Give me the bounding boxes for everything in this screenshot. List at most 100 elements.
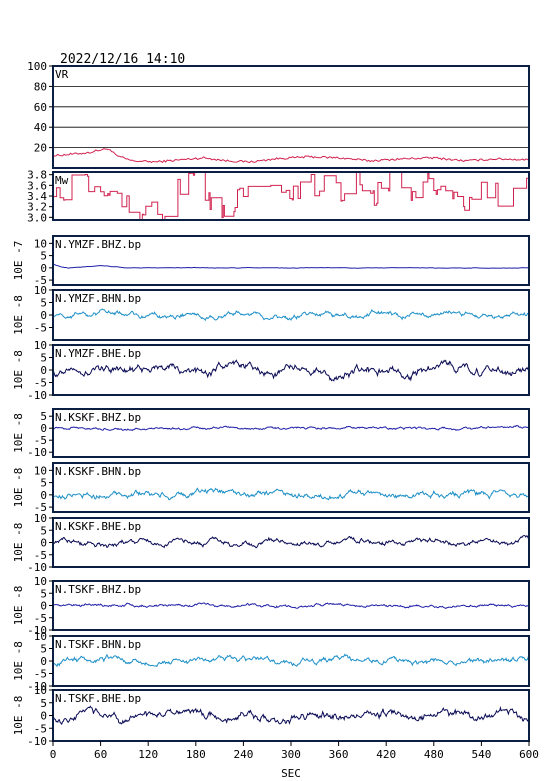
- trace-line: [53, 148, 529, 164]
- panel-frame: [52, 408, 530, 458]
- channel-label: N.YMZF.BHZ.bp: [55, 238, 141, 251]
- figure-title: 2022/12/16 14:10: [60, 52, 185, 67]
- trace-line: [53, 359, 529, 382]
- y-tick-label: 5: [40, 410, 47, 423]
- y-tick-label: 5: [40, 297, 47, 310]
- y-tick-label: 10: [34, 339, 47, 352]
- y-tick-label: -5: [34, 549, 47, 562]
- panel-frame: [52, 462, 530, 513]
- y-tick-label: 0: [40, 309, 47, 322]
- channel-label: N.KSKF.BHE.bp: [55, 520, 141, 533]
- y-tick-label: -5: [34, 322, 47, 335]
- y-tick-label: 5: [40, 643, 47, 656]
- channel-label: Mw: [55, 174, 69, 187]
- y-axis-label: 10E -8: [12, 413, 25, 453]
- y-tick-label: 10: [34, 630, 47, 643]
- y-tick-label: 0: [40, 262, 47, 275]
- y-tick-label: 10: [34, 512, 47, 525]
- channel-label: N.TSKF.BHN.bp: [55, 638, 141, 651]
- y-tick-label: -10: [27, 561, 47, 574]
- y-tick-label: 5: [40, 587, 47, 600]
- y-axis-label: 10E -7: [12, 241, 25, 281]
- y-axis-label: 10E -8: [12, 523, 25, 563]
- y-tick-label: 3.2: [27, 201, 47, 214]
- channel-label: N.YMZF.BHN.bp: [55, 292, 141, 305]
- y-tick-label: -10: [27, 446, 47, 459]
- y-tick-label: -5: [34, 501, 47, 514]
- x-tick-label: 480: [424, 748, 444, 761]
- x-tick-label: 0: [50, 748, 57, 761]
- y-tick-label: 3.8: [27, 169, 47, 182]
- x-tick-label: 120: [138, 748, 158, 761]
- y-tick-label: 0: [40, 364, 47, 377]
- y-tick-label: -5: [34, 377, 47, 390]
- y-tick-label: -10: [27, 389, 47, 402]
- y-tick-label: 60: [34, 101, 47, 114]
- y-tick-label: 80: [34, 80, 47, 93]
- trace-line: [53, 534, 529, 549]
- y-tick-label: 40: [34, 121, 47, 134]
- x-tick-label: 300: [281, 748, 301, 761]
- trace-line: [53, 487, 529, 501]
- y-tick-label: 100: [27, 60, 47, 73]
- x-axis: 0 60 120 180 240 300 360 420 480 540 600: [50, 741, 539, 761]
- y-tick-label: 3.4: [27, 190, 47, 203]
- y-tick-label: -10: [27, 624, 47, 637]
- channel-label: VR: [55, 68, 69, 81]
- trace-line: [53, 263, 529, 269]
- y-tick-label: 5: [40, 250, 47, 263]
- panel-n-kskf-bhz-bp: -10-505 N.KSKF.BHZ.bp 10E -8: [12, 408, 530, 459]
- y-axis-label: 10E -8: [12, 641, 25, 681]
- y-tick-label: 10: [34, 575, 47, 588]
- x-tick-label: 240: [233, 748, 253, 761]
- y-tick-label: 3.6: [27, 179, 47, 192]
- y-tick-label: 5: [40, 352, 47, 365]
- y-tick-label: 20: [34, 142, 47, 155]
- y-axis-label: 10E -8: [12, 295, 25, 335]
- y-tick-label: 10: [34, 684, 47, 697]
- y-axis-label: 10E -8: [12, 696, 25, 736]
- trace-line: [53, 602, 529, 609]
- y-tick-label: 10: [34, 237, 47, 250]
- panel-mw: 3.03.23.43.63.8 Mw: [27, 169, 530, 224]
- y-tick-label: 3.0: [27, 211, 47, 224]
- y-tick-label: -10: [27, 735, 47, 748]
- y-axis-label: 10E -8: [12, 586, 25, 626]
- y-tick-label: 0: [40, 710, 47, 723]
- x-tick-label: 360: [329, 748, 349, 761]
- y-tick-label: 5: [40, 697, 47, 710]
- y-tick-label: 10: [34, 464, 47, 477]
- y-tick-label: 5: [40, 524, 47, 537]
- x-tick-label: 180: [186, 748, 206, 761]
- panel-vr: 20 40 60 80 100 VR: [27, 60, 530, 169]
- x-tick-label: 540: [471, 748, 491, 761]
- y-tick-label: 5: [40, 477, 47, 490]
- panel-frame: [52, 65, 530, 169]
- panel-frame: [52, 235, 530, 286]
- y-tick-label: -5: [34, 612, 47, 625]
- channel-label: N.KSKF.BHN.bp: [55, 465, 141, 478]
- y-axis-label: 10E -8: [12, 468, 25, 508]
- y-tick-label: 0: [40, 655, 47, 668]
- y-tick-label: 0: [40, 600, 47, 613]
- y-axis-label: 10E -8: [12, 350, 25, 390]
- y-tick-label: -5: [34, 434, 47, 447]
- x-tick-label: 420: [376, 748, 396, 761]
- trace-line: [53, 172, 529, 220]
- y-tick-label: 10: [34, 284, 47, 297]
- x-axis-label: SEC: [281, 767, 301, 780]
- x-tick-label: 60: [94, 748, 107, 761]
- channel-label: N.YMZF.BHE.bp: [55, 347, 141, 360]
- y-tick-label: -10: [27, 680, 47, 693]
- y-tick-label: -5: [34, 722, 47, 735]
